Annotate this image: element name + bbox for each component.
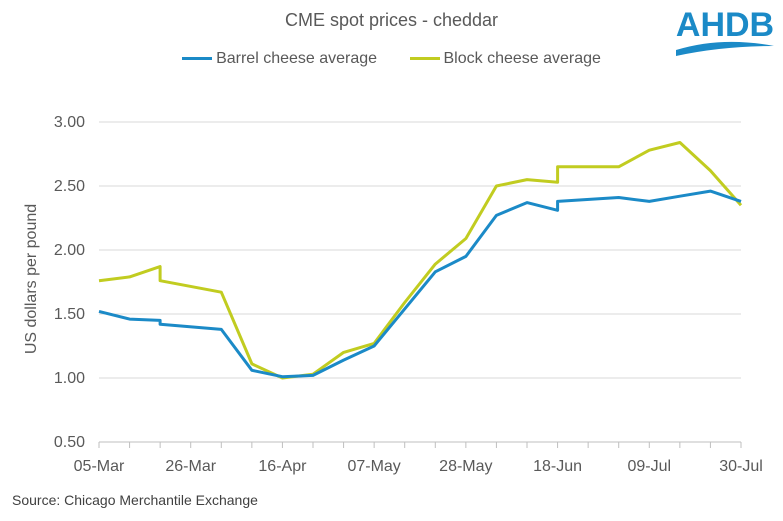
y-axis-ticks: 0.50 1.00 1.50 2.00 2.50 3.00: [54, 114, 85, 451]
y-tick-label: 1.00: [54, 370, 85, 387]
y-tick-label: 2.50: [54, 178, 85, 195]
source-note: Source: Chicago Merchantile Exchange: [12, 492, 258, 508]
x-tick-label: 28-May: [439, 458, 492, 475]
x-tick-label: 30-Jul: [719, 458, 763, 475]
x-axis: 05-Mar 26-Mar 16-Apr 07-May 28-May 18-Jun 09-J…: [74, 441, 763, 475]
y-tick-label: 3.00: [54, 114, 85, 131]
legend-item-block: Block cheese average: [409, 50, 601, 68]
x-tick-label: 26-Mar: [165, 458, 216, 475]
legend-swatch-barrel: [182, 57, 213, 61]
y-tick-label: 0.50: [54, 434, 85, 451]
legend: Barrel cheese average Block cheese avera…: [0, 50, 783, 68]
y-tick-label: 1.50: [54, 306, 85, 323]
x-tick-label: 05-Mar: [74, 458, 125, 475]
y-tick-label: 2.00: [54, 242, 85, 259]
logo-swoosh: [676, 41, 774, 56]
series-lines: [98, 141, 743, 380]
chart-title: CME spot prices - cheddar: [284, 10, 499, 30]
gridlines: [99, 121, 741, 379]
legend-item-barrel: Barrel cheese average: [182, 50, 377, 68]
x-tick-label: 07-May: [347, 458, 400, 475]
x-tick-label: 18-Jun: [533, 458, 582, 475]
logo-text: AHDB: [676, 6, 774, 44]
legend-label-barrel: Barrel cheese average: [216, 50, 378, 67]
legend-swatch-block: [409, 57, 440, 61]
series-line-barrel: [98, 189, 742, 379]
x-tick-label: 16-Apr: [258, 458, 307, 475]
line-chart: 0.50 1.00 1.50 2.00 2.50 3.00 05-Mar 26-Mar 16-…: [23, 114, 763, 475]
legend-label-block: Block cheese average: [443, 50, 601, 67]
ahdb-logo: AHDB: [676, 6, 774, 56]
x-tick-label: 09-Jul: [627, 458, 671, 475]
series-line-block: [98, 141, 743, 380]
y-axis-label: US dollars per pound: [23, 204, 40, 354]
